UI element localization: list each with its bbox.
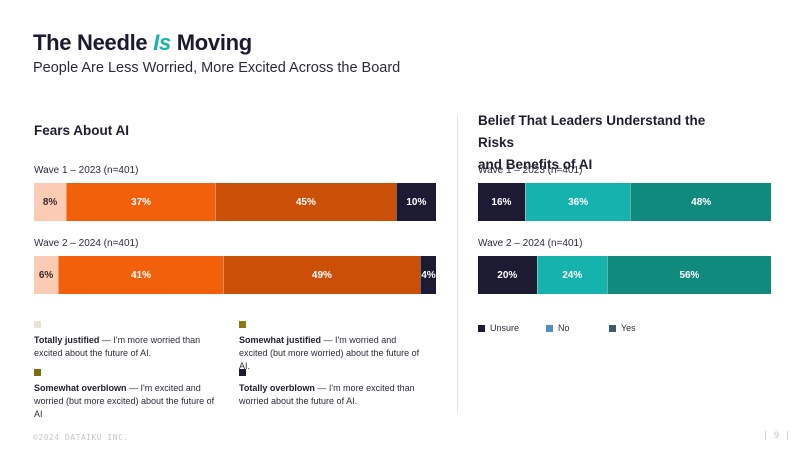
bar-label: 45%	[295, 196, 316, 208]
leaders-title-line2: and Benefits of AI	[478, 157, 593, 172]
page-subtitle: People Are Less Worried, More Excited Ac…	[33, 60, 401, 76]
bar-label: 6%	[38, 269, 54, 281]
bar-label: 41%	[131, 269, 152, 281]
fears-bar-wave2: 6% 41% 49% 4%	[34, 256, 436, 294]
legend-desc: — I'm excited and worried (but more exci…	[34, 383, 215, 419]
bar-label: 20%	[497, 269, 518, 281]
legend-totally-justified: Totally justified — I'm more worried tha…	[34, 334, 224, 360]
bar-segment-somewhat-overblown: 45%	[214, 183, 396, 221]
legend-name: Somewhat justified	[239, 335, 322, 345]
title-post: Moving	[170, 30, 253, 55]
bar-label: 56%	[679, 269, 700, 281]
leaders-chart-title: Belief That Leaders Understand the Risks…	[478, 110, 738, 176]
title-pre: The Needle	[33, 30, 154, 55]
legend-swatch-somewhat-overblown	[34, 369, 41, 376]
bar-segment-unsure: 20%	[478, 256, 537, 294]
bar-segment-yes: 56%	[606, 256, 771, 294]
leaders-wave1-label: Wave 1 – 2023 (n=401)	[478, 165, 583, 176]
bar-segment-unsure: 16%	[478, 183, 525, 221]
bar-label: 37%	[131, 196, 152, 208]
panel-divider	[457, 116, 458, 412]
bar-segment-totally-justified: 6%	[34, 256, 59, 294]
leaders-title-line1: Belief That Leaders Understand the Risks	[478, 113, 706, 150]
bar-label: 16%	[491, 196, 512, 208]
bar-segment-no: 24%	[536, 256, 607, 294]
legend-no: No	[558, 323, 570, 333]
page-number: | 9 |	[762, 431, 790, 441]
legend-unsure: Unsure	[490, 323, 520, 333]
legend-desc: — I'm worried and excited (but more worr…	[239, 335, 420, 371]
bar-segment-yes: 48%	[630, 183, 771, 221]
legend-swatch-somewhat-justified	[239, 321, 246, 328]
legend-desc: — I'm more excited than worried about th…	[239, 383, 415, 406]
legend-name: Totally justified	[34, 335, 100, 345]
bar-label: 24%	[562, 269, 583, 281]
bar-segment-somewhat-justified: 37%	[66, 183, 215, 221]
bar-label: 48%	[691, 196, 712, 208]
legend-somewhat-overblown: Somewhat overblown — I'm excited and wor…	[34, 382, 224, 421]
bar-segment-totally-justified: 8%	[34, 183, 67, 221]
leaders-bar-wave2: 20% 24% 56%	[478, 256, 771, 294]
bar-label: 8%	[42, 196, 58, 208]
title-highlight: Is	[153, 30, 171, 55]
legend-swatch-totally-overblown	[239, 369, 246, 376]
fears-wave1-label: Wave 1 – 2023 (n=401)	[34, 165, 139, 176]
legend-somewhat-justified: Somewhat justified — I'm worried and exc…	[239, 334, 424, 373]
bar-label: 10%	[406, 196, 427, 208]
bar-segment-somewhat-justified: 41%	[58, 256, 223, 294]
fears-bar-wave1: 8% 37% 45% 10%	[34, 183, 436, 221]
leaders-bar-wave1: 16% 36% 48%	[478, 183, 771, 221]
bar-segment-totally-overblown: 10%	[395, 183, 436, 221]
legend-name: Totally overblown	[239, 383, 315, 393]
legend-swatch-no	[546, 325, 553, 332]
legend-yes: Yes	[621, 323, 636, 333]
legend-swatch-totally-justified	[34, 321, 41, 328]
bar-segment-somewhat-overblown: 49%	[222, 256, 420, 294]
leaders-wave2-label: Wave 2 – 2024 (n=401)	[478, 238, 583, 249]
footer-copyright: ©2024 DATAIKU INC.	[33, 433, 129, 442]
bar-segment-no: 36%	[524, 183, 631, 221]
bar-label: 49%	[311, 269, 332, 281]
page-title: The Needle Is Moving	[33, 30, 252, 56]
legend-name: Somewhat overblown	[34, 383, 127, 393]
legend-desc: — I'm more worried than excited about th…	[34, 335, 201, 358]
bar-label: 36%	[568, 196, 589, 208]
legend-totally-overblown: Totally overblown — I'm more excited tha…	[239, 382, 424, 408]
bar-label: 4%	[421, 269, 436, 281]
legend-swatch-unsure	[478, 325, 485, 332]
fears-wave2-label: Wave 2 – 2024 (n=401)	[34, 238, 139, 249]
legend-swatch-yes	[609, 325, 616, 332]
bar-segment-totally-overblown: 4%	[419, 256, 436, 294]
fears-chart-title: Fears About AI	[34, 123, 130, 138]
